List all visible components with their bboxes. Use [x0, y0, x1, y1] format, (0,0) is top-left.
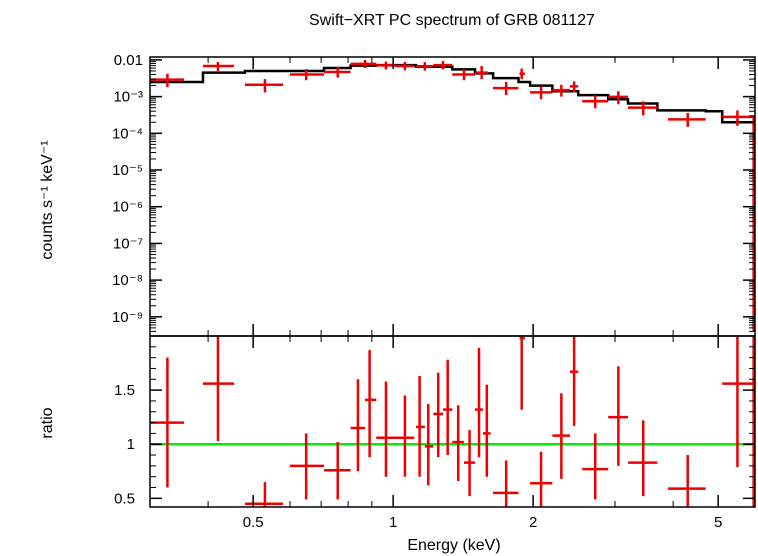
spectrum-y-tick-label: 0.01 [114, 52, 143, 69]
x-tick-label: 5 [714, 514, 722, 531]
x-axis-label: Energy (keV) [407, 537, 500, 554]
ratio-y-tick-label: 1 [127, 436, 135, 453]
ratio-y-tick-label: 1.5 [114, 382, 135, 399]
ratio-y-axis-label: ratio [39, 407, 56, 438]
x-tick-label: 0.5 [243, 514, 264, 531]
x-tick-label: 1 [389, 514, 397, 531]
ratio-y-tick-label: 0.5 [114, 490, 135, 507]
spectrum-y-tick-label: 10⁻⁸ [112, 272, 143, 289]
spectrum-y-tick-label: 10⁻⁹ [112, 309, 143, 326]
spectrum-panel-frame [149, 56, 756, 337]
spectrum-y-tick-label: 10⁻⁶ [112, 199, 143, 216]
spectrum-y-tick-label: 10⁻⁴ [112, 125, 143, 142]
chart-title: Swift−XRT PC spectrum of GRB 081127 [309, 12, 595, 29]
spectrum-y-tick-label: 10⁻⁵ [112, 162, 143, 179]
spectrum-y-tick-label: 10⁻³ [113, 89, 143, 106]
spectrum-y-axis-label: counts s⁻¹ keV⁻¹ [39, 140, 56, 259]
x-tick-label: 2 [529, 514, 537, 531]
spectrum-y-tick-label: 10⁻⁷ [113, 235, 143, 252]
ratio-panel-frame [149, 335, 756, 508]
model-step-line [150, 63, 755, 124]
